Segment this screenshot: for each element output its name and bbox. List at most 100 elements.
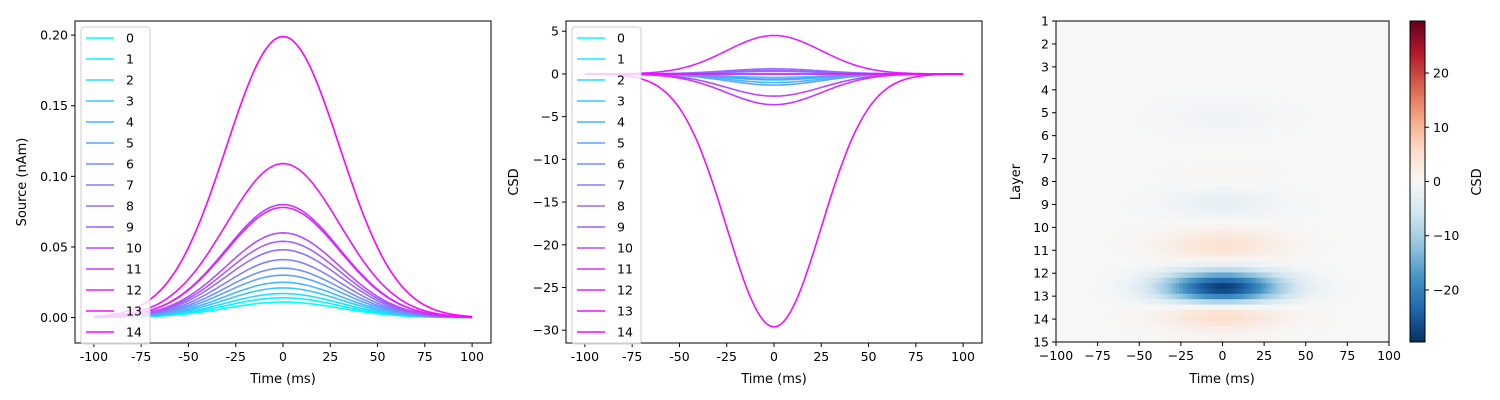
heatmap-cell: [1056, 170, 1060, 177]
heatmap-cell: [1195, 128, 1200, 134]
heatmap-cell: [1309, 74, 1313, 81]
heatmap-cell: [1105, 47, 1110, 54]
heatmap-cell: [1255, 138, 1260, 145]
heatmap-cell: [1155, 186, 1160, 193]
heatmap-cell: [1162, 154, 1167, 161]
heatmap-cell: [1275, 245, 1280, 252]
heatmap-cell: [1125, 58, 1130, 65]
heatmap-cell: [1119, 176, 1123, 182]
heatmap-cell: [1165, 240, 1170, 247]
heatmap-cell: [1102, 165, 1107, 172]
heatmap-cell: [1092, 101, 1097, 107]
heatmap-cell: [1165, 251, 1170, 257]
heatmap-cell: [1185, 272, 1190, 279]
heatmap-cell: [1332, 26, 1337, 33]
heatmap-cell: [1302, 53, 1307, 59]
heatmap-cell: [1359, 144, 1363, 150]
heatmap-cell: [1319, 208, 1323, 214]
heatmap-cell: [1056, 160, 1060, 166]
csd-lines-legend-label-7: 7: [617, 178, 625, 193]
heatmap-cell: [1349, 85, 1353, 91]
heatmap-cell: [1175, 181, 1180, 188]
heatmap-cell: [1325, 154, 1330, 161]
heatmap-cell: [1312, 111, 1317, 118]
heatmap-cell: [1252, 95, 1257, 102]
heatmap-cell: [1279, 261, 1283, 268]
heatmap-cell: [1375, 37, 1380, 43]
csd-lines-x-tick-label: 75: [908, 349, 924, 364]
heatmap-cell: [1292, 31, 1297, 38]
heatmap-cell: [1312, 31, 1317, 38]
heatmap-cell: [1305, 133, 1310, 140]
csd-lines-y-tick-label: 5: [551, 24, 559, 39]
heatmap-cell: [1192, 37, 1197, 43]
heatmap-cell: [1112, 138, 1117, 145]
heatmap-cell: [1069, 37, 1074, 43]
heatmap-cell: [1355, 117, 1360, 124]
heatmap-cell: [1095, 176, 1100, 182]
heatmap-cell: [1065, 122, 1070, 129]
heatmap-cell: [1359, 256, 1363, 263]
heatmap-cell: [1369, 197, 1373, 204]
heatmap-cell: [1245, 149, 1250, 156]
heatmap-cell: [1305, 117, 1310, 124]
heatmap-cell: [1305, 245, 1310, 252]
heatmap-cell: [1129, 160, 1133, 166]
heatmap-cell: [1202, 256, 1207, 263]
heatmap-cell: [1285, 186, 1290, 193]
heatmap-cell: [1205, 106, 1210, 113]
heatmap-cell: [1059, 202, 1064, 209]
heatmap-cell: [1179, 58, 1183, 65]
heatmap-cell: [1085, 224, 1090, 231]
heatmap-cell: [1172, 106, 1177, 113]
heatmap-cell: [1139, 213, 1143, 220]
heatmap-cell: [1125, 192, 1130, 198]
heatmap-cell: [1262, 181, 1267, 188]
heatmap-cell: [1109, 133, 1114, 140]
heatmap-cell: [1349, 170, 1353, 177]
heatmap-cell: [1159, 79, 1163, 86]
heatmap-cell: [1269, 224, 1273, 231]
heatmap-cell: [1085, 90, 1090, 97]
heatmap-cell: [1099, 202, 1104, 209]
heatmap-cell: [1299, 26, 1303, 33]
heatmap-cell: [1319, 256, 1323, 263]
heatmap-cell: [1239, 26, 1243, 33]
heatmap-cell: [1272, 170, 1277, 177]
heatmap-cell: [1365, 42, 1370, 49]
heatmap-cell: [1362, 165, 1367, 172]
heatmap-cell: [1212, 47, 1217, 54]
heatmap-cell: [1122, 165, 1127, 172]
heatmap-cell: [1082, 245, 1087, 252]
heatmap-cell: [1202, 240, 1207, 247]
heatmap-cell: [1329, 101, 1333, 107]
heatmap-cell: [1362, 272, 1367, 279]
heatmap-cell: [1345, 111, 1350, 118]
heatmap-cell: [1205, 47, 1210, 54]
heatmap-cell: [1312, 197, 1317, 204]
heatmap-cell: [1185, 53, 1190, 59]
heatmap-cell: [1252, 117, 1257, 124]
heatmap-cell: [1155, 165, 1160, 172]
heatmap-cell: [1149, 240, 1153, 247]
heatmap-cell: [1092, 149, 1097, 156]
heatmap-cell: [1285, 63, 1290, 70]
heatmap-cell: [1229, 106, 1233, 113]
heatmap-cell: [1195, 26, 1200, 33]
heatmap-cell: [1149, 122, 1153, 129]
heatmap-cell: [1129, 79, 1133, 86]
heatmap-cell: [1385, 208, 1390, 214]
heatmap-cell: [1285, 69, 1290, 75]
heatmap-cell: [1185, 154, 1190, 161]
heatmap-cell: [1115, 122, 1120, 129]
heatmap-cell: [1332, 256, 1337, 263]
heatmap-cell: [1065, 31, 1070, 38]
heatmap-cell: [1285, 229, 1290, 236]
heatmap-cell: [1152, 160, 1157, 166]
heatmap-cell: [1259, 208, 1263, 214]
heatmap-cell: [1145, 58, 1150, 65]
heatmap-cell: [1099, 176, 1104, 182]
heatmap-cell: [1365, 138, 1370, 145]
heatmap-cell: [1275, 144, 1280, 150]
heatmap-cell: [1349, 245, 1353, 252]
